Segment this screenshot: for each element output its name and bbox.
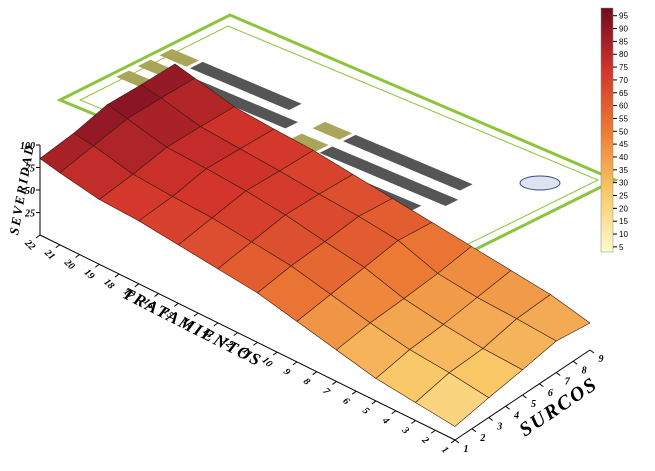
colorbar [600,7,614,253]
x-axis [39,234,456,441]
x-axis-title: TRATAMIENTOS [120,284,266,371]
plot [190,61,302,111]
x-tick-label: 4 [379,415,391,427]
colorbar-label: 55 [619,114,628,123]
y-tick [488,417,494,421]
x-tick [174,302,179,307]
colorbar-label: 10 [619,230,628,239]
x-tick-label: 8 [301,376,312,387]
plot [319,146,459,207]
x-tick-label: 5 [360,406,371,417]
y-tick [539,383,544,388]
colorbar-label: 45 [619,140,628,149]
x-tick-label: 6 [340,396,351,407]
colorbar-label: 70 [619,76,628,85]
colorbar-label: 35 [619,166,628,175]
colorbar-label: 25 [619,191,628,200]
x-tick [450,439,456,444]
y-tick-label: 4 [513,410,519,421]
colorbar-label: 65 [619,89,628,98]
colorbar-label: 30 [619,179,628,188]
x-tick [134,283,140,288]
x-tick-label: 20 [61,257,77,273]
x-tick [430,429,436,434]
y-tick-label: 1 [464,444,469,455]
x-tick [55,244,61,249]
colorbar-label: 90 [619,25,628,34]
colorbar-label: 50 [619,127,628,136]
y-tick [522,394,527,399]
y-tick [454,439,460,444]
x-tick [312,371,317,376]
x-tick [94,263,100,268]
colorbar-label: 20 [619,204,628,213]
z-tick-label: 50 [25,186,35,197]
z-tick-label: 25 [24,209,35,220]
plot [343,134,473,191]
x-tick [371,400,377,405]
plot [289,133,329,152]
y-axis-title: SURCOS [515,373,602,441]
x-tick-label: 22 [22,237,38,253]
x-tick [35,234,41,239]
x-tick-label: 1 [439,445,450,456]
x-tick-label: 21 [41,247,57,263]
x-tick-label: 7 [321,386,333,398]
x-tick [114,273,120,278]
x-tick-label: 9 [281,366,292,377]
y-tick [505,405,510,410]
x-tick [253,341,258,346]
x-tick [332,381,337,385]
x-tick-label: 2 [419,434,431,446]
colorbar-label: 85 [619,37,628,46]
z-tick-label: 100 [20,141,35,152]
y-tick-label: 3 [496,422,502,433]
colorbar-label: 80 [619,50,628,59]
x-tick-label: 19 [82,267,97,282]
colorbar-label: 75 [619,63,628,72]
y-tick-label: 2 [479,433,485,444]
x-tick [351,390,357,395]
x-tick [154,293,159,297]
colorbar-label: 40 [619,153,628,162]
colorbar-label: 5 [619,243,624,252]
x-tick [213,322,219,327]
y-tick-label: 5 [531,399,536,410]
x-tick [292,361,298,366]
y-tick-label: 9 [599,354,604,365]
field-plan [56,13,619,264]
x-tick [193,312,199,317]
x-tick [233,332,238,337]
y-tick [555,372,561,376]
colorbar-label: 15 [619,217,628,226]
plot [159,49,200,67]
x-tick [411,420,416,424]
y-tick [572,360,578,365]
y-tick-label: 6 [548,388,553,399]
surface-cell [414,372,490,427]
y-tick [589,349,595,354]
x-tick-label: 18 [101,277,116,292]
x-tick-label: 3 [399,424,411,436]
compass [519,175,561,191]
y-tick [471,428,477,433]
colorbar-label: 95 [619,12,628,21]
surface [39,63,591,427]
z-tick-label: 75 [25,164,35,175]
x-tick [391,410,397,415]
y-tick-label: 7 [565,377,571,388]
plot [312,121,353,140]
x-tick [272,351,278,356]
y-tick-label: 8 [582,365,587,376]
x-tick [75,254,80,258]
colorbar-label: 60 [619,102,628,111]
